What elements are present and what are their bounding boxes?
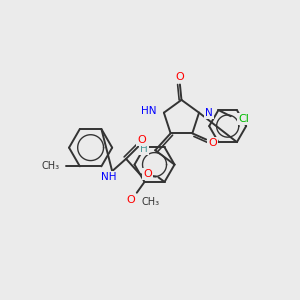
Text: NH: NH xyxy=(101,172,117,182)
Text: N: N xyxy=(205,108,213,118)
Text: O: O xyxy=(143,169,152,179)
Text: O: O xyxy=(208,138,217,148)
Text: Cl: Cl xyxy=(238,114,249,124)
Text: O: O xyxy=(137,135,146,145)
Text: HN: HN xyxy=(142,106,157,116)
Text: CH₃: CH₃ xyxy=(42,161,60,171)
Text: H: H xyxy=(140,144,148,154)
Text: O: O xyxy=(176,72,184,82)
Text: CH₃: CH₃ xyxy=(141,197,160,207)
Text: O: O xyxy=(127,195,135,206)
